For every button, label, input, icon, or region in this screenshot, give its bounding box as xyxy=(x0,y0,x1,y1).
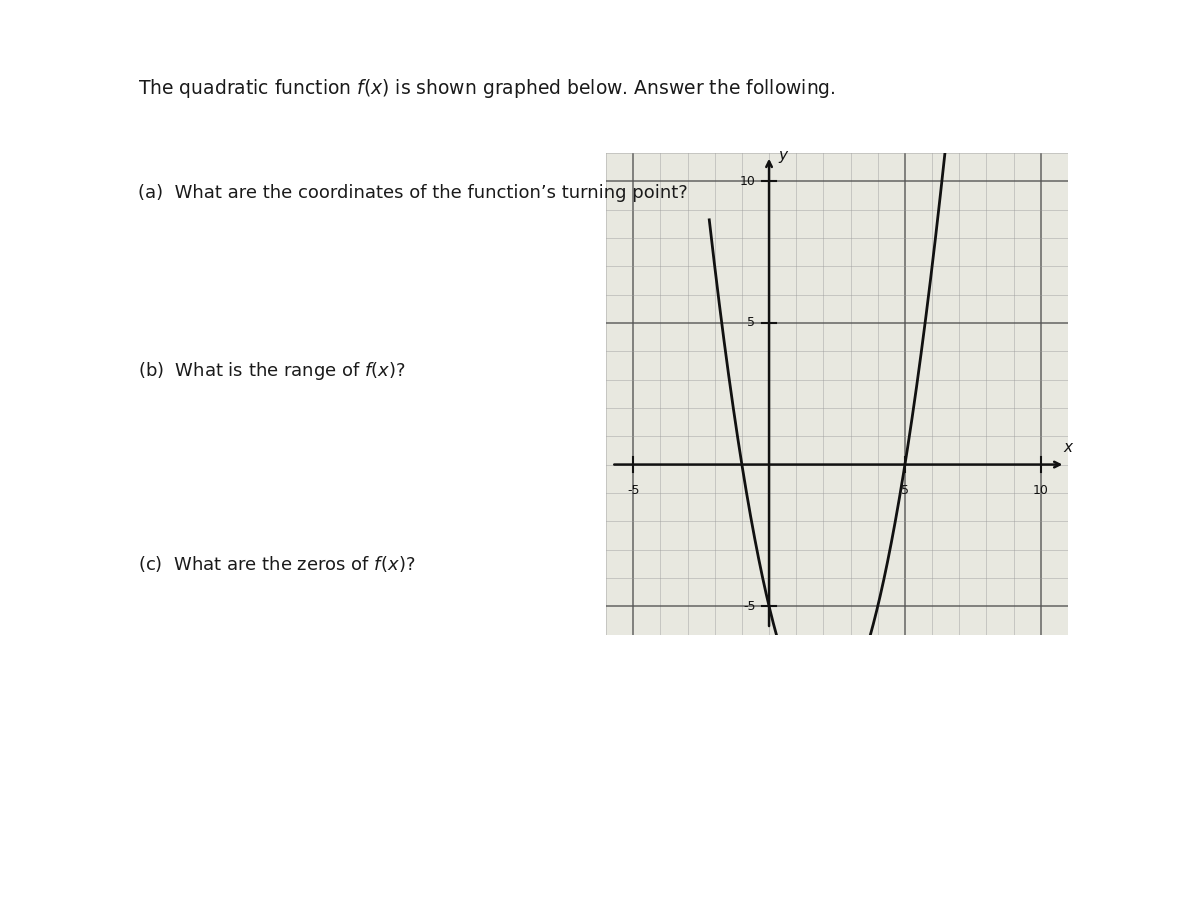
Text: y: y xyxy=(778,148,787,163)
Text: (b)  What is the range of $f(x)$?: (b) What is the range of $f(x)$? xyxy=(138,360,406,382)
Text: The quadratic function $f(x)$ is shown graphed below. Answer the following.: The quadratic function $f(x)$ is shown g… xyxy=(138,76,835,100)
Text: -5: -5 xyxy=(743,599,756,613)
Text: x: x xyxy=(1063,440,1073,455)
Text: 5: 5 xyxy=(748,317,756,329)
Text: 10: 10 xyxy=(739,175,756,188)
Text: (c)  What are the zeros of $f(x)$?: (c) What are the zeros of $f(x)$? xyxy=(138,554,415,573)
Text: -5: -5 xyxy=(626,484,640,498)
Text: 10: 10 xyxy=(1033,484,1049,498)
Text: 5: 5 xyxy=(901,484,908,498)
Text: (a)  What are the coordinates of the function’s turning point?: (a) What are the coordinates of the func… xyxy=(138,184,688,202)
